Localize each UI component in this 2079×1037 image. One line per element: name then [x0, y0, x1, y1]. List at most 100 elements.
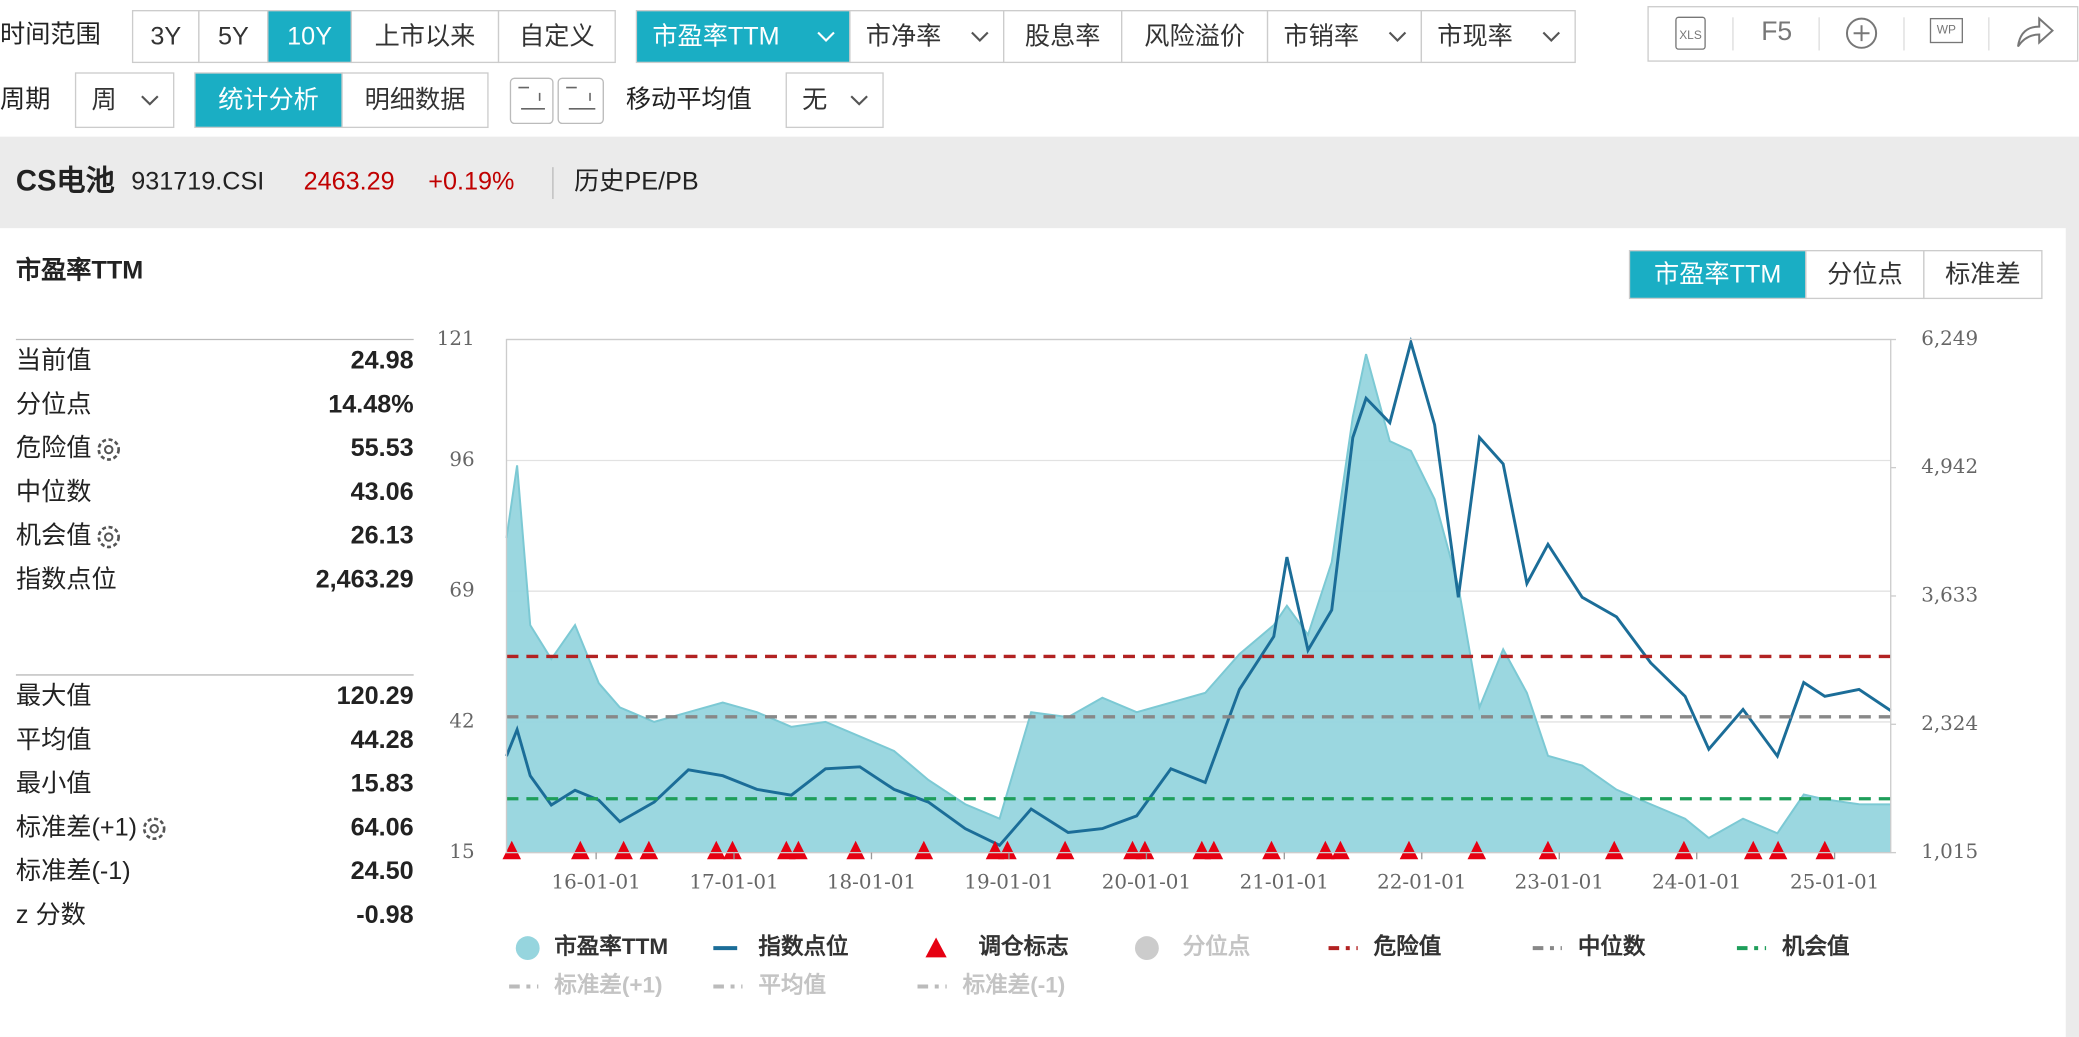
- history-link[interactable]: 历史PE/PB: [574, 168, 699, 196]
- legend-symbol: [1134, 936, 1159, 961]
- icon: [104, 532, 114, 542]
- zoom-icon[interactable]: [1845, 17, 1878, 49]
- chevron: [817, 31, 835, 43]
- y2-tick-label: 3,633: [1921, 583, 1978, 606]
- panel-tab[interactable]: 标准差: [1923, 250, 2043, 300]
- legend-label: 危险值: [1374, 933, 1442, 959]
- settings-icon[interactable]: [142, 817, 166, 841]
- export-xls-icon[interactable]: XLS: [1675, 16, 1706, 50]
- stat-value: 24.98: [351, 347, 414, 375]
- button-label: 市净率: [866, 23, 942, 51]
- chevron: [141, 95, 159, 106]
- legend-item[interactable]: 调仓标志: [925, 933, 1069, 959]
- legend-item[interactable]: 标准差(-1): [917, 971, 1066, 997]
- stat-value: 24.50: [351, 857, 414, 885]
- legend-item[interactable]: 标准差(+1): [509, 971, 663, 997]
- button-label: 标准差: [1945, 261, 2021, 289]
- y2-tick-label: 4,942: [1921, 455, 1978, 478]
- moving-average-dropdown[interactable]: 无: [785, 72, 884, 129]
- button-label: 统计分析: [218, 86, 319, 114]
- y-tick-label: 96: [449, 448, 474, 471]
- toolbar-tools: XLS F5 WP: [1647, 6, 2079, 62]
- button-bg: [74, 72, 175, 129]
- label: 移动平均值: [626, 86, 752, 114]
- stat-value: 2,463.29: [316, 565, 414, 593]
- rebalance-marker: [914, 840, 934, 860]
- legend-item[interactable]: 分位点: [1134, 933, 1251, 961]
- decimal-button[interactable]: [509, 77, 554, 125]
- button-label: 3Y: [150, 23, 181, 51]
- stat-name: 指数点位: [16, 565, 117, 593]
- index-name: CS电池: [16, 165, 115, 198]
- settings-icon[interactable]: [97, 525, 120, 549]
- export-word-icon[interactable]: WP: [1929, 17, 1963, 44]
- label: 时间范围: [0, 21, 101, 49]
- stat-name: 分位点: [16, 390, 92, 418]
- stat-value: -0.98: [356, 901, 413, 929]
- metric-button[interactable]: 市净率: [849, 10, 1005, 64]
- rebalance-marker: [707, 840, 726, 860]
- x-tick-label: 22-01-01: [1377, 871, 1466, 894]
- time-range-button[interactable]: 自定义: [497, 10, 616, 64]
- rebalance-marker: [1135, 840, 1155, 860]
- button-bg: [194, 72, 343, 129]
- metric-button[interactable]: 市销率: [1266, 10, 1423, 64]
- rebalance-marker: [998, 840, 1017, 860]
- icon: XLS: [1679, 28, 1702, 42]
- y2-tick-label: 2,324: [1921, 712, 1978, 735]
- legend-item[interactable]: 危险值: [1328, 933, 1442, 959]
- stat-name: 最小值: [16, 770, 92, 798]
- button-label: 分位点: [1827, 261, 1903, 289]
- legend-item[interactable]: 平均值: [713, 971, 826, 997]
- rebalance-marker: [777, 840, 796, 860]
- settings-icon[interactable]: [97, 438, 120, 461]
- icon: [518, 86, 545, 110]
- legend-item[interactable]: 市盈率TTM: [515, 933, 668, 961]
- button-bg: [1923, 250, 2043, 300]
- stat-name: 机会值: [16, 522, 92, 550]
- button-bg: [267, 10, 353, 64]
- legend-item[interactable]: 中位数: [1532, 933, 1646, 959]
- legend-label: 调仓标志: [979, 933, 1069, 959]
- rebalance-marker: [571, 840, 590, 860]
- button-label: 10Y: [287, 23, 332, 51]
- rebalance-marker: [1768, 840, 1788, 860]
- period-dropdown[interactable]: 周: [74, 72, 175, 129]
- x-tick-label: 20-01-01: [1102, 871, 1191, 894]
- button-bg: [1805, 250, 1925, 300]
- view-button[interactable]: 统计分析: [194, 72, 343, 129]
- rebalance-marker: [1123, 840, 1142, 860]
- time-range-button[interactable]: 上市以来: [350, 10, 500, 64]
- rebalance-marker: [1331, 840, 1350, 860]
- button-bg: [131, 10, 200, 64]
- panel-tab[interactable]: 市盈率TTM: [1628, 250, 1807, 300]
- legend-item[interactable]: 指数点位: [713, 933, 849, 959]
- chevron: [971, 31, 989, 43]
- metric-button[interactable]: 市盈率TTM: [635, 10, 851, 64]
- time-range-button[interactable]: 3Y: [131, 10, 200, 64]
- stat-name: 标准差(+1): [16, 813, 137, 841]
- time-range-button[interactable]: 10Y: [267, 10, 353, 64]
- button-bg: [341, 72, 489, 129]
- legend-label: 分位点: [1183, 933, 1251, 959]
- metric-button[interactable]: 股息率: [1003, 10, 1123, 64]
- panel-tab[interactable]: 分位点: [1805, 250, 1925, 300]
- decimal-button[interactable]: [557, 77, 604, 125]
- chevron: [1542, 31, 1561, 43]
- index-price: 2463.29: [304, 168, 395, 196]
- icon: [1853, 25, 1870, 42]
- time-range-button[interactable]: 5Y: [198, 10, 269, 64]
- metric-button[interactable]: 市现率: [1420, 10, 1576, 64]
- metric-button[interactable]: 风险溢价: [1121, 10, 1269, 64]
- button-label: 5Y: [218, 23, 249, 51]
- legend-item[interactable]: 机会值: [1736, 933, 1850, 959]
- share-icon[interactable]: [2017, 16, 2054, 48]
- rebalance-marker: [723, 840, 742, 860]
- rebalance-marker: [1467, 840, 1487, 860]
- button-label: 市销率: [1283, 23, 1359, 51]
- stat-name: 中位数: [16, 478, 92, 506]
- view-button[interactable]: 明细数据: [341, 72, 489, 129]
- label: 周期: [0, 86, 50, 114]
- refresh-button[interactable]: F5: [1761, 16, 1792, 46]
